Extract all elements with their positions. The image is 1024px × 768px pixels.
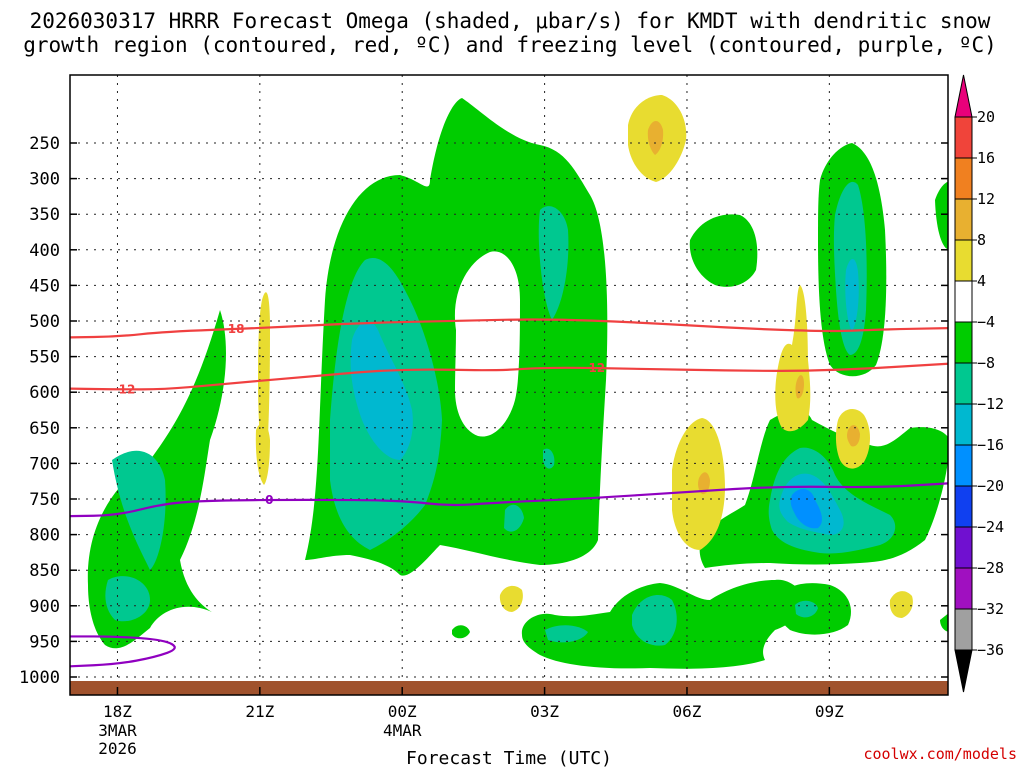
ground-surface (70, 681, 948, 695)
colorbar-swatch (954, 280, 973, 323)
colorbar-swatch (954, 526, 973, 569)
colorbar-label: −16 (977, 436, 1004, 454)
x-tick-sublabel: 2026 (98, 739, 137, 758)
y-tick-label: 700 (29, 454, 60, 474)
omega-shading (87, 95, 948, 669)
colorbar-swatch (954, 198, 973, 241)
x-tick-label: 00Z (388, 702, 417, 721)
omega-positive-top-core (647, 121, 664, 155)
colorbar-label: 16 (977, 149, 995, 167)
contour-dgz-minus12 (70, 362, 948, 391)
omega-positive-10z (889, 591, 913, 618)
colorbar-label: −8 (977, 354, 995, 372)
colorbar-label: −28 (977, 559, 1004, 577)
colorbar-swatch (954, 403, 973, 446)
contour-dgz-minus18 (70, 318, 948, 339)
y-tick-label: 800 (29, 526, 60, 546)
contour-label-dgz-minus12: 12 (588, 361, 605, 375)
colorbar-label: 8 (977, 231, 986, 249)
omega-positive-08z (775, 285, 811, 432)
colorbar-label: −24 (977, 518, 1004, 536)
omega-region-early-low-core (105, 576, 150, 622)
omega-positive-21z-lower (255, 423, 270, 485)
omega-positive-09z-core (847, 425, 860, 447)
omega-region-main-inner (350, 321, 413, 460)
omega-region-edge-low (940, 613, 948, 632)
x-axis-title: Forecast Time (UTC) (406, 748, 612, 768)
y-axis: 250 300 350 400 450 500 550 600 650 700 750 800 850 9… (19, 134, 948, 688)
omega-region-low-core (632, 595, 677, 646)
colorbar-swatch (954, 157, 973, 200)
credit-text: coolwx.com/models (863, 745, 1017, 763)
colorbar-label: 12 (977, 190, 995, 208)
y-tick-label: 650 (29, 419, 60, 439)
x-tick-label: 09Z (815, 702, 844, 721)
y-tick-label: 1000 (19, 668, 60, 688)
omega-positive-02z (499, 585, 523, 612)
colorbar-label: −32 (977, 600, 1004, 618)
y-tick-label: 450 (29, 276, 60, 296)
y-tick-label: 600 (29, 383, 60, 403)
omega-region-small-dot (452, 625, 470, 639)
omega-positive-08z-core (795, 375, 804, 399)
omega-region-column-inner (845, 258, 859, 332)
omega-positive-06z-core (698, 472, 710, 495)
x-tick-label: 21Z (245, 702, 274, 721)
colorbar-swatch (954, 567, 973, 610)
colorbar-label: −36 (977, 641, 1004, 659)
chart-title-line-1: 2026030317 HRRR Forecast Omega (shaded, … (30, 9, 991, 33)
x-tick-label: 18Z (103, 702, 132, 721)
colorbar-label: 4 (977, 272, 986, 290)
y-tick-label: 500 (29, 312, 60, 332)
colorbar-bottom-arrow (954, 649, 973, 693)
x-tick-sublabel: 4MAR (383, 721, 422, 740)
y-tick-label: 850 (29, 561, 60, 581)
omega-region-edge-cell (935, 181, 948, 250)
colorbar-swatch (954, 321, 973, 364)
y-tick-label: 900 (29, 597, 60, 617)
plot-frame (69, 74, 949, 696)
contour-labels: 18 12 12 0 (119, 322, 606, 507)
y-tick-label: 950 (29, 632, 60, 652)
colorbar-swatch (954, 444, 973, 487)
colorbar-swatch (954, 485, 973, 528)
temperature-contours (70, 318, 948, 668)
colorbar-label: 20 (977, 108, 995, 126)
y-tick-label: 250 (29, 134, 60, 154)
omega-region-low-core-2 (545, 625, 588, 643)
y-tick-label: 750 (29, 490, 60, 510)
contour-label-dgz-minus18: 18 (228, 322, 245, 336)
y-tick-label: 550 (29, 348, 60, 368)
omega-region-far-low-core (795, 600, 818, 618)
omega-region-mid-core (504, 504, 524, 532)
x-tick-sublabel: 3MAR (98, 721, 137, 740)
grid-lines (70, 75, 948, 681)
contour-freezing-level (70, 482, 948, 518)
colorbar-top-arrow (954, 74, 973, 118)
contour-freezing-level-low (70, 635, 176, 668)
omega-region-upper-right-cell (689, 214, 758, 287)
y-tick-label: 400 (29, 241, 60, 261)
colorbar-swatch (954, 239, 973, 282)
colorbar-swatch (954, 362, 973, 405)
colorbar-label: −20 (977, 477, 1004, 495)
omega-region-upper-core (538, 206, 569, 320)
x-tick-label: 03Z (530, 702, 559, 721)
colorbar-label: −12 (977, 395, 1004, 413)
y-tick-label: 350 (29, 205, 60, 225)
contour-label-freezing-level: 0 (265, 493, 273, 507)
colorbar-label: −4 (977, 313, 995, 331)
colorbar-swatch (954, 608, 973, 651)
colorbar-swatch (954, 116, 973, 159)
contour-label-dgz-minus12: 12 (119, 382, 136, 396)
chart-title-line-2: growth region (contoured, red, ºC) and f… (23, 33, 997, 57)
y-tick-label: 300 (29, 170, 60, 190)
colorbar: 20 16 12 8 4 −4 −8 −12 −16 −20 −24 −28 −32 −36 (954, 74, 1004, 693)
x-tick-label: 06Z (673, 702, 702, 721)
